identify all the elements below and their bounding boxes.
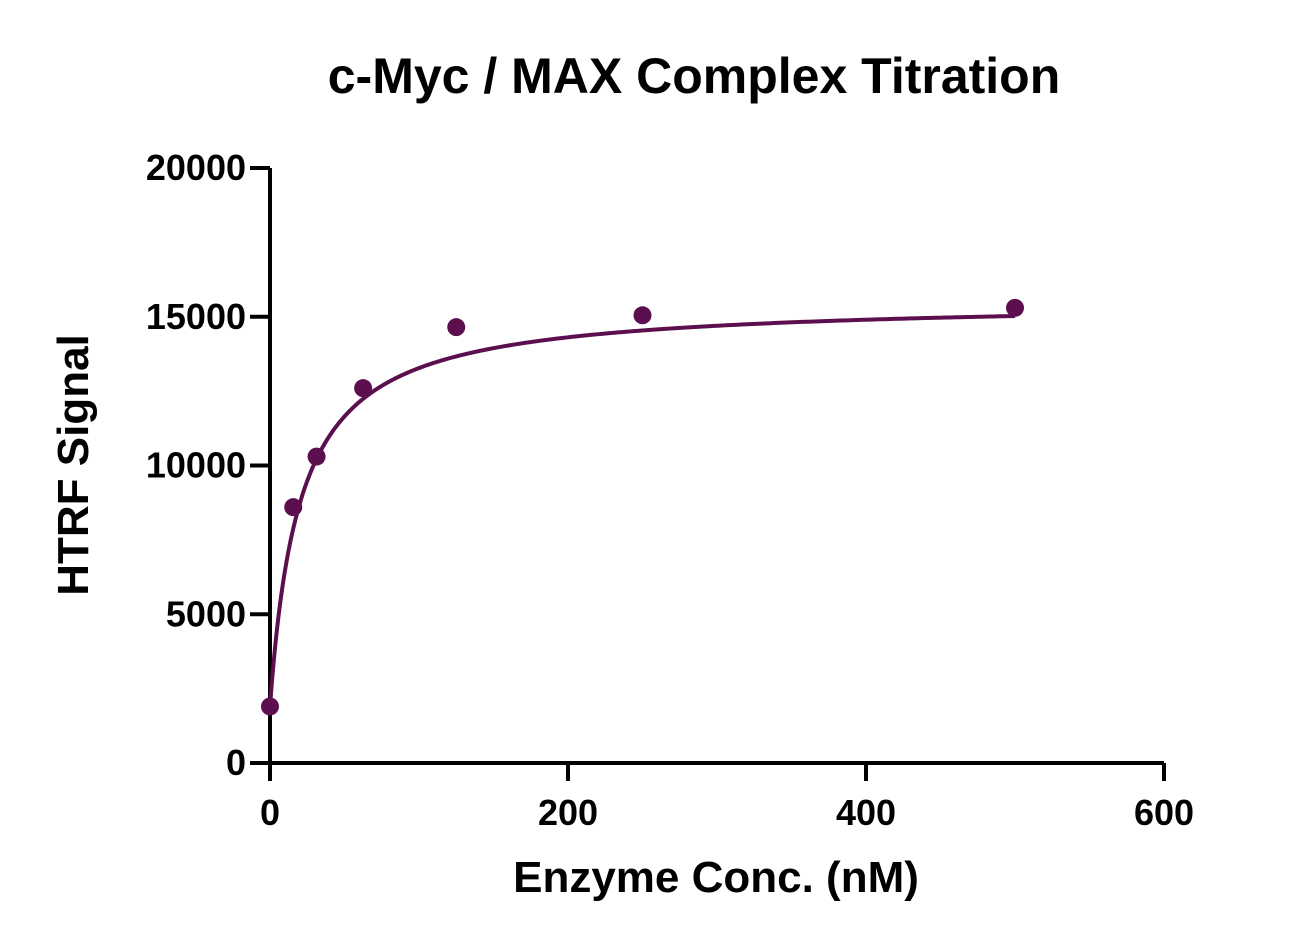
data-point xyxy=(447,318,466,337)
y-tick-label: 15000 xyxy=(146,296,246,337)
y-tick-label: 10000 xyxy=(146,445,246,486)
x-tick-label: 600 xyxy=(1134,792,1194,833)
y-axis-label: HTRF Signal xyxy=(49,334,98,596)
data-point xyxy=(633,306,652,325)
data-points xyxy=(261,298,1024,716)
data-point xyxy=(284,498,303,517)
data-point xyxy=(1006,298,1024,317)
y-axis: 0 5000 10000 15000 20000 xyxy=(146,147,272,783)
y-tick-label: 0 xyxy=(226,742,246,783)
y-tick-label: 5000 xyxy=(166,593,246,634)
x-tick-label: 400 xyxy=(836,792,896,833)
x-axis: 0 200 400 600 xyxy=(260,761,1194,833)
chart-title: c-Myc / MAX Complex Titration xyxy=(328,48,1061,104)
x-tick-label: 0 xyxy=(260,792,280,833)
data-point xyxy=(307,447,326,466)
x-axis-label: Enzyme Conc. (nM) xyxy=(513,853,919,902)
x-tick-label: 200 xyxy=(538,792,598,833)
fit-curve xyxy=(268,314,1016,707)
y-tick-label: 20000 xyxy=(146,147,246,188)
data-point xyxy=(354,379,373,398)
data-point xyxy=(261,697,279,716)
